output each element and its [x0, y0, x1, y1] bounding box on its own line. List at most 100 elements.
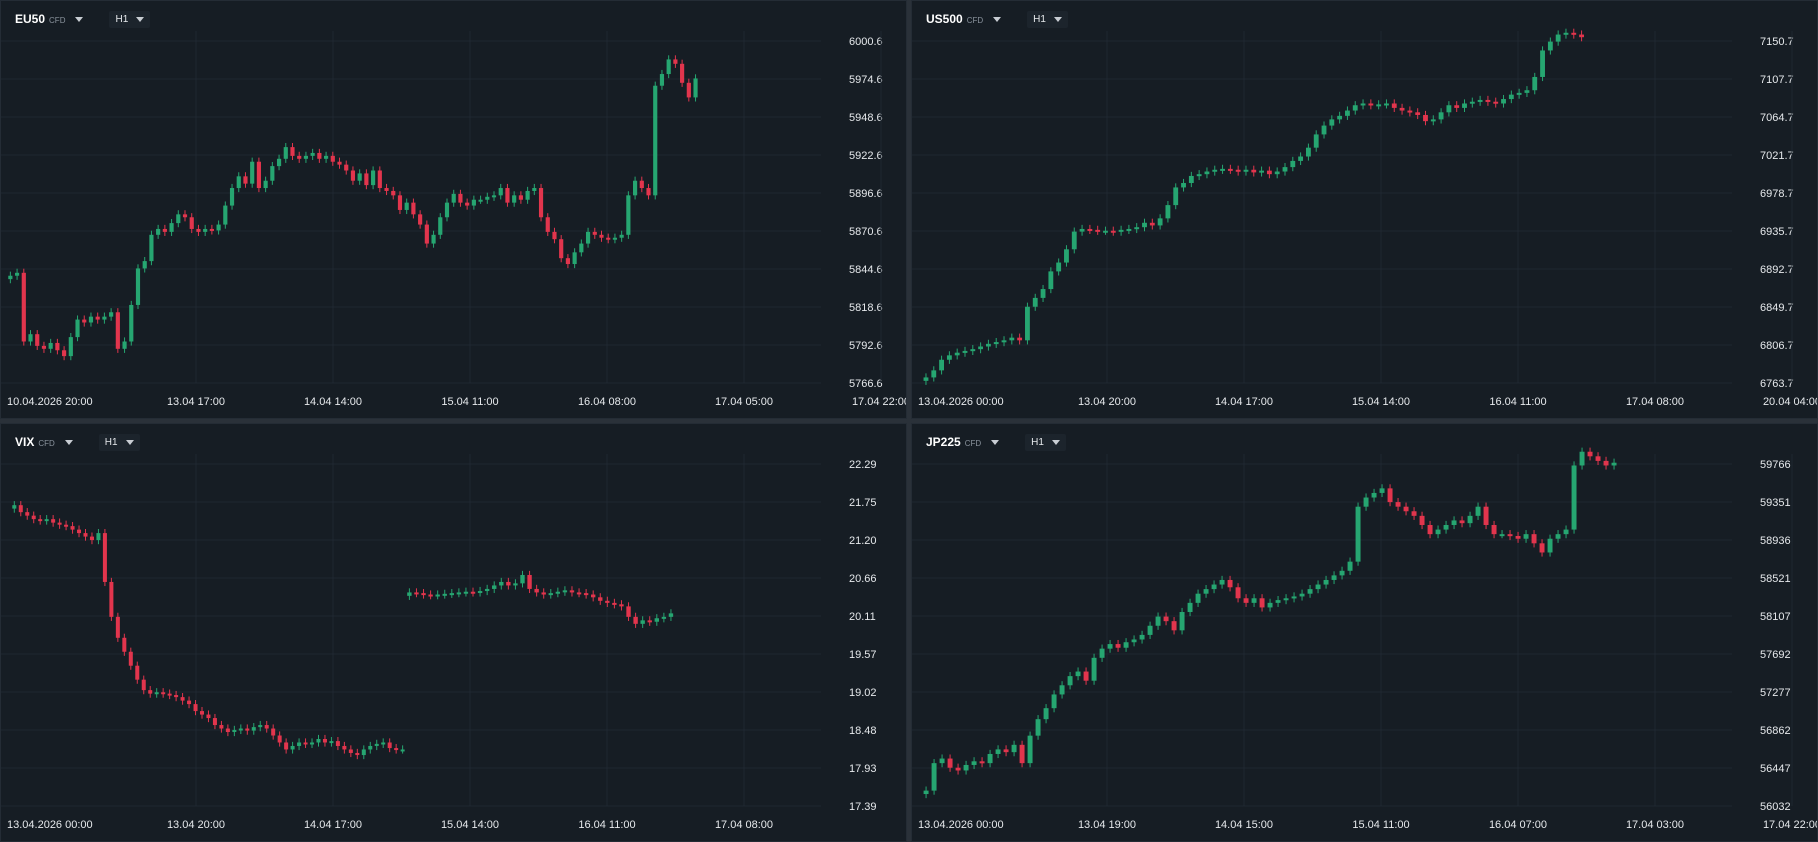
timeframe-selector[interactable]: H1 [1027, 10, 1068, 28]
candle [276, 158, 282, 167]
candle [62, 350, 67, 357]
candle [931, 763, 937, 791]
candle [1507, 534, 1513, 537]
candle [14, 272, 20, 276]
candle [1501, 99, 1506, 104]
candle [1048, 271, 1054, 290]
candle [513, 583, 518, 586]
candle [1163, 616, 1169, 622]
candle [939, 758, 945, 764]
candle [1165, 205, 1171, 219]
candle [592, 231, 597, 235]
candle [400, 749, 405, 752]
candle [391, 190, 396, 196]
price-axis-label: 7021.7 [1760, 150, 1794, 162]
candle [199, 711, 204, 715]
price-axis-label: 5844.6 [849, 264, 883, 276]
time-axis-label: 15.04 14:00 [441, 819, 499, 831]
candle [1204, 171, 1210, 175]
candle [109, 312, 114, 317]
candle [1395, 502, 1401, 507]
candle [1491, 524, 1497, 535]
candle [1352, 105, 1358, 111]
symbol-selector[interactable]: JP225 CFD [926, 435, 1000, 449]
candle [545, 217, 550, 232]
price-axis-label: 6849.7 [1760, 302, 1794, 314]
candle [82, 319, 87, 323]
candle [122, 341, 127, 349]
symbol-selector[interactable]: US500 CFD [926, 12, 1002, 26]
candle [1387, 488, 1393, 503]
symbol-name: VIX [15, 435, 35, 449]
candle [612, 237, 618, 240]
candle [1181, 183, 1186, 188]
candle [1142, 222, 1147, 228]
price-axis-label: 22.29 [849, 459, 877, 471]
candle [1307, 589, 1313, 594]
candle [1531, 534, 1537, 544]
time-axis-label: 13.04 20:00 [1078, 396, 1136, 408]
candlestick-chart[interactable]: 6000.6 5974.6 5948.6 5922.6 5896.6 5870.6 5844… [1, 1, 906, 418]
candle [1571, 32, 1577, 35]
chart-panel-us500[interactable]: 7150.7 7107.7 7064.7 7021.7 6978.7 6935.7 6892… [911, 0, 1818, 419]
candle [38, 519, 43, 522]
candle [1563, 529, 1569, 535]
candlestick-chart[interactable]: 59766 59351 58936 58521 58107 57692 57277 56862… [912, 424, 1817, 841]
timeframe-selector[interactable]: H1 [109, 10, 151, 28]
candle [585, 231, 591, 244]
candle [646, 188, 651, 196]
timeframe-selector[interactable]: H1 [98, 433, 140, 451]
candle [606, 237, 611, 240]
candle [1019, 744, 1025, 764]
chevron-down-icon [75, 16, 84, 22]
candle [176, 214, 181, 224]
candle [559, 239, 564, 259]
candle [538, 188, 544, 218]
candlestick-chart[interactable]: 22.29 21.75 21.20 20.66 20.11 19.57 19.02 18.48… [1, 424, 906, 841]
timeframe-label: H1 [115, 13, 129, 25]
candle [243, 176, 248, 184]
candle [532, 188, 537, 191]
price-axis-label: 6935.7 [1760, 226, 1794, 238]
candle [1539, 543, 1545, 553]
timeframe-label: H1 [1031, 436, 1044, 448]
price-axis-label: 20.66 [849, 573, 877, 585]
price-axis-label: 6978.7 [1760, 188, 1794, 200]
timeframe-selector[interactable]: H1 [1025, 433, 1066, 451]
candle [1298, 156, 1304, 161]
candle [1032, 297, 1038, 307]
candle [1595, 456, 1601, 461]
price-axis-label: 18.48 [849, 725, 877, 737]
candle [44, 519, 49, 522]
candle [129, 304, 134, 342]
candle [923, 377, 929, 381]
candle [1459, 520, 1465, 524]
candle [1147, 625, 1153, 635]
candle [1235, 169, 1241, 172]
symbol-selector[interactable]: EU50 CFD [15, 12, 84, 26]
price-axis-label: 59351 [1760, 497, 1791, 509]
chart-panel-vix[interactable]: 22.29 21.75 21.20 20.66 20.11 19.57 19.02 18.48… [0, 423, 907, 842]
candlestick-chart[interactable]: 7150.7 7107.7 7064.7 7021.7 6978.7 6935.7 6892… [912, 1, 1817, 418]
chart-panel-eu50[interactable]: 6000.6 5974.6 5948.6 5922.6 5896.6 5870.6 5844… [0, 0, 907, 419]
time-axis-label: 16.04 07:00 [1489, 819, 1547, 831]
price-axis-label: 5766.6 [849, 378, 883, 390]
symbol-selector[interactable]: VIX CFD [15, 435, 73, 449]
candle [1107, 644, 1113, 649]
candle [394, 748, 399, 751]
time-axis-label: 13.04.2026 00:00 [7, 819, 93, 831]
candle [987, 753, 993, 764]
candle [1337, 115, 1343, 120]
candle [520, 574, 525, 584]
candle [1091, 657, 1097, 681]
candle [1315, 584, 1321, 590]
timeframe-label: H1 [1033, 13, 1046, 25]
candle [245, 728, 250, 731]
candle [1462, 103, 1467, 108]
chart-panel-jp225[interactable]: 59766 59351 58936 58521 58107 57692 57277 56862… [911, 423, 1818, 842]
candle [149, 234, 154, 262]
candle [141, 679, 146, 691]
instrument-type: CFD [964, 438, 982, 448]
candle [477, 591, 483, 594]
price-axis-label: 6763.7 [1760, 378, 1794, 390]
